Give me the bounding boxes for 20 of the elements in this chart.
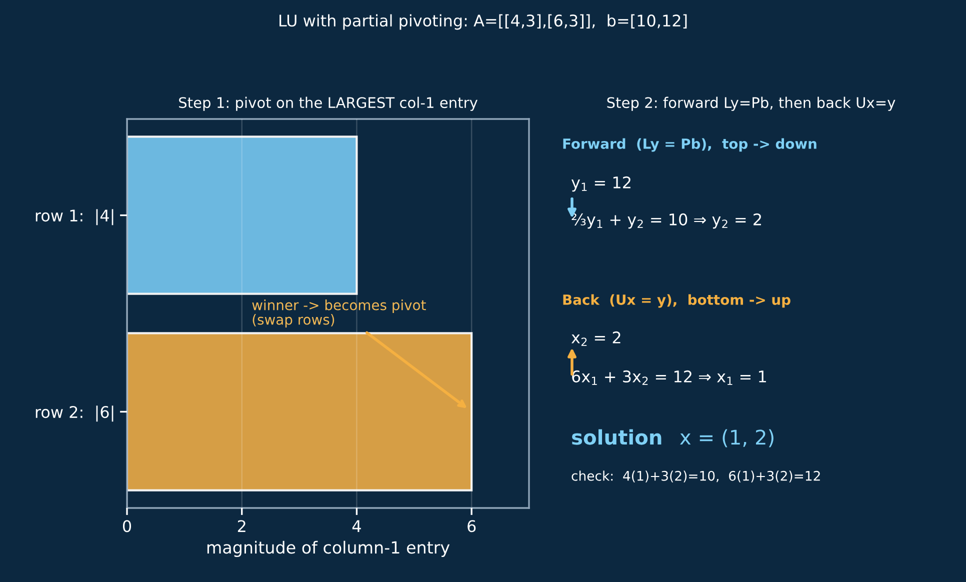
x-tick-label: 6 bbox=[468, 520, 476, 532]
text: Forward (Ly = Pb), top -> down bbox=[563, 138, 816, 152]
text: Step 2: forward Ly=Pb, then back Ux=y bbox=[607, 96, 896, 111]
y-tick-label: row 2: |6| bbox=[36, 406, 114, 422]
text: Back (Ux = y), bottom -> up bbox=[563, 294, 790, 308]
x-tick-label: 4 bbox=[352, 520, 361, 532]
x-axis-title: magnitude of column-1 entry bbox=[207, 540, 450, 557]
y-tick-label: row 1: |4| bbox=[36, 209, 114, 226]
text: ⅔y$_{1}$ + y$_{2}$ = 10 ⇒ y$_{2}$ = 2 bbox=[572, 213, 761, 229]
text: check: 4(1)+3(2)=10, 6(1)+3(2)=12 bbox=[572, 470, 820, 482]
text: y$_{1}$ = 12 bbox=[571, 176, 630, 192]
text: x$_{2}$ = 2 bbox=[571, 331, 620, 346]
text: solution bbox=[572, 429, 662, 445]
x-tick-label: 0 bbox=[122, 520, 132, 532]
annotation: winner -> becomes pivot (swap rows) bbox=[252, 300, 426, 328]
x-tick-label: 2 bbox=[238, 520, 246, 532]
chart-title: LU with partial pivoting: A=[[4,3],[6,3]], b=[10,12] bbox=[280, 14, 687, 30]
text: 6x$_{1}$ + 3x$_{2}$ = 12 ⇒ x$_{1}$ = 1 bbox=[572, 370, 766, 385]
chart-subtitle: Step 1: pivot on the LARGEST col-1 entry bbox=[179, 96, 478, 111]
text: x = (1, 2) bbox=[680, 429, 774, 448]
